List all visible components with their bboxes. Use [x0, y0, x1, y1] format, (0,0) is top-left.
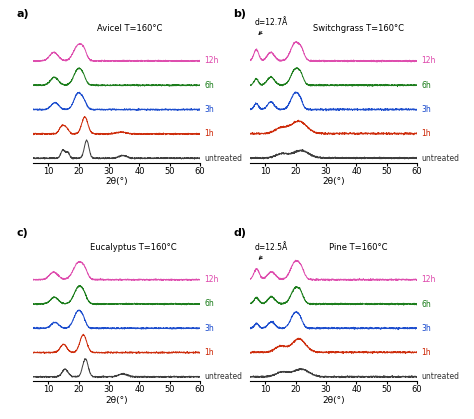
Text: Pine T=160°C: Pine T=160°C [329, 243, 388, 252]
Text: 12h: 12h [205, 57, 219, 65]
Text: 12h: 12h [422, 57, 436, 65]
Text: Eucalyptus T=160°C: Eucalyptus T=160°C [90, 243, 177, 252]
Text: 6h: 6h [422, 81, 431, 90]
Text: 3h: 3h [422, 105, 431, 114]
Text: b): b) [234, 10, 246, 19]
X-axis label: 2θ(°): 2θ(°) [105, 396, 128, 405]
Text: 12h: 12h [205, 275, 219, 284]
Text: 1h: 1h [422, 348, 431, 357]
Text: 3h: 3h [422, 324, 431, 333]
Text: Avicel T=160°C: Avicel T=160°C [97, 24, 163, 33]
Text: d=12.7Å: d=12.7Å [255, 18, 288, 34]
X-axis label: 2θ(°): 2θ(°) [322, 177, 345, 186]
Text: Switchgrass T=160°C: Switchgrass T=160°C [313, 24, 404, 33]
Text: 3h: 3h [205, 324, 214, 333]
Text: untreated: untreated [205, 154, 243, 163]
Text: c): c) [17, 228, 28, 238]
Text: d=12.5Å: d=12.5Å [255, 243, 288, 259]
Text: 1h: 1h [205, 348, 214, 357]
Text: 6h: 6h [422, 300, 431, 308]
Text: untreated: untreated [422, 153, 460, 163]
Text: 1h: 1h [422, 129, 431, 138]
Text: a): a) [17, 10, 29, 19]
Text: 3h: 3h [205, 105, 214, 114]
X-axis label: 2θ(°): 2θ(°) [322, 396, 345, 405]
Text: untreated: untreated [422, 372, 460, 381]
Text: d): d) [234, 228, 246, 238]
Text: 1h: 1h [205, 129, 214, 138]
Text: untreated: untreated [205, 372, 243, 381]
Text: 6h: 6h [205, 300, 214, 308]
Text: 6h: 6h [205, 81, 214, 90]
X-axis label: 2θ(°): 2θ(°) [105, 177, 128, 186]
Text: 12h: 12h [422, 275, 436, 284]
